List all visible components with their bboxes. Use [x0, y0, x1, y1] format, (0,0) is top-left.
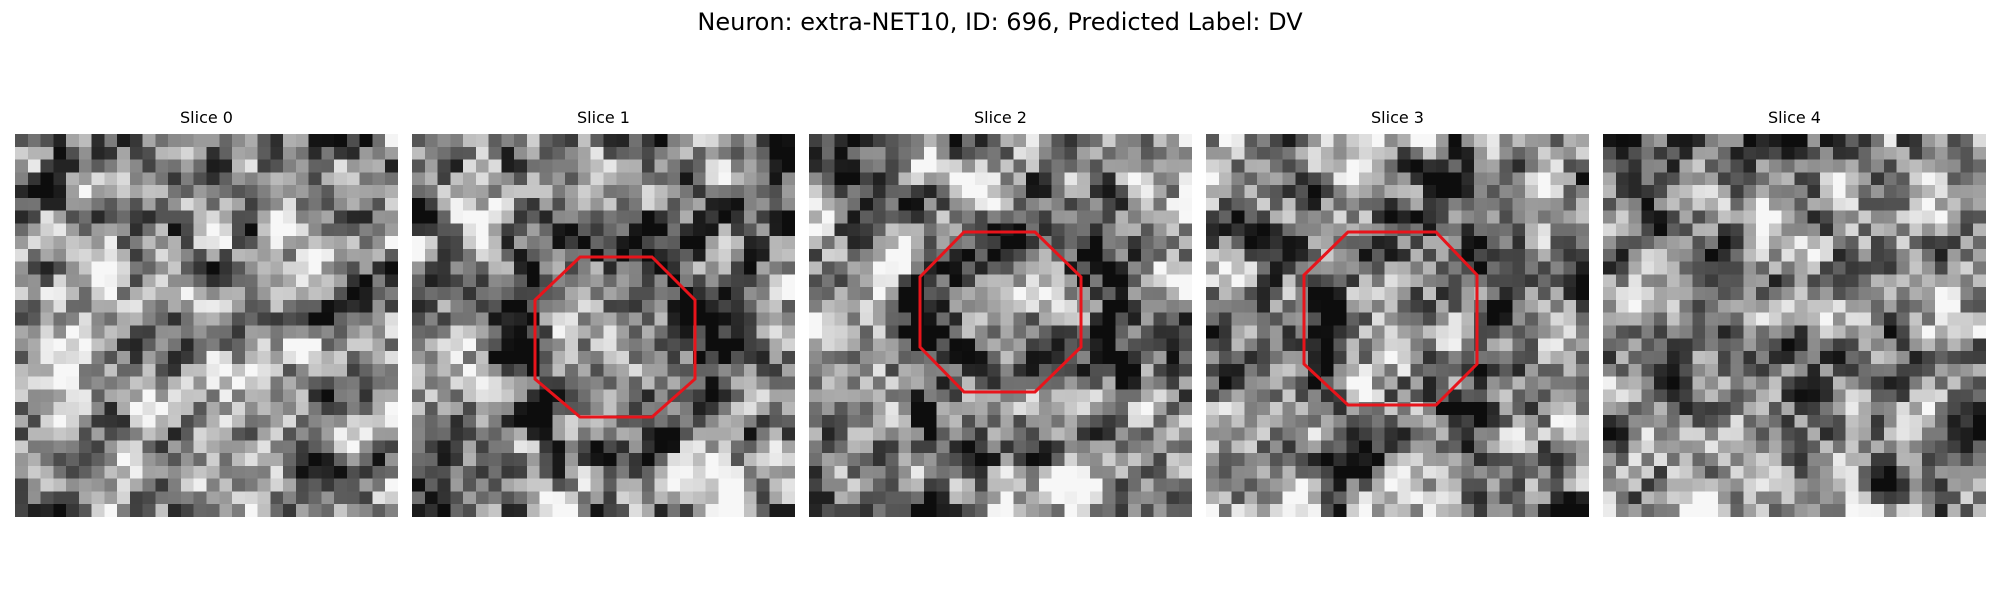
- roi-octagon: [918, 230, 1083, 394]
- roi-overlay: [918, 230, 1083, 394]
- slice-panel-0: Slice 0: [15, 108, 398, 517]
- slice-title: Slice 4: [1768, 108, 1821, 127]
- roi-overlay: [15, 134, 398, 517]
- roi-octagon: [1302, 230, 1479, 407]
- slice-panel-3: Slice 3: [1206, 108, 1589, 517]
- slice-title: Slice 0: [180, 108, 233, 127]
- slice-panel-1: Slice 1: [412, 108, 795, 517]
- slice-title: Slice 1: [577, 108, 630, 127]
- roi-overlay: [533, 255, 697, 419]
- slice-image: [1206, 134, 1589, 517]
- slice-panel-4: Slice 4: [1603, 108, 1986, 517]
- roi-overlay: [1603, 134, 1986, 517]
- slice-image: [1603, 134, 1986, 517]
- slice-image: [809, 134, 1192, 517]
- figure-title: Neuron: extra-NET10, ID: 696, Predicted …: [697, 8, 1303, 36]
- roi-overlay: [1302, 230, 1479, 407]
- slice-image: [15, 134, 398, 517]
- slice-title: Slice 3: [1371, 108, 1424, 127]
- slice-panel-2: Slice 2: [809, 108, 1192, 517]
- roi-octagon: [533, 255, 697, 419]
- slice-image: [412, 134, 795, 517]
- slice-title: Slice 2: [974, 108, 1027, 127]
